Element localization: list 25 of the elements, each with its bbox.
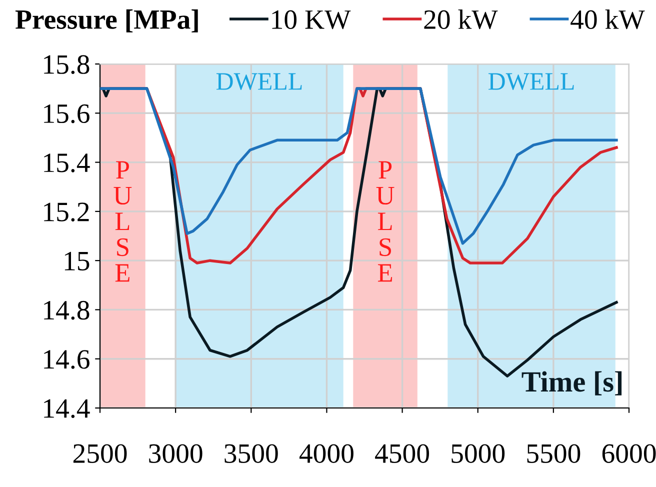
- x-tick-label: 2500: [73, 444, 127, 463]
- x-tick-label: 4000: [299, 444, 354, 463]
- legend-label: 10 KW: [272, 10, 351, 30]
- y-tick-label: 14.4: [44, 399, 90, 418]
- y-tick-label: 15.2: [44, 202, 89, 222]
- band-label: DWELL: [216, 73, 302, 90]
- y-axis-title: Pressure [MPa]: [15, 9, 198, 32]
- x-tick-label: 4500: [375, 444, 430, 463]
- x-axis-title: Time [s]: [522, 371, 622, 396]
- x-tick-label: 5500: [527, 444, 580, 463]
- y-tick-label: 15.8: [44, 55, 90, 74]
- y-tick-label: 15.6: [44, 104, 90, 124]
- x-tick-label: 3500: [224, 444, 278, 463]
- x-tick-label: 3000: [149, 444, 202, 463]
- x-tick-label: 5000: [452, 444, 505, 463]
- band-label: PULSE: [376, 161, 394, 282]
- y-tick-label: 15.4: [44, 154, 90, 172]
- x-tick-label: 6000: [602, 444, 656, 463]
- legend-label: 20 kW: [424, 9, 498, 30]
- legend-label: 40 kW: [570, 9, 645, 30]
- band-label: PULSE: [114, 161, 132, 282]
- y-tick-label: 14.6: [44, 350, 90, 369]
- y-tick-label: 15: [64, 252, 90, 270]
- y-tick-label: 14.8: [44, 300, 90, 320]
- band-label: DWELL: [488, 73, 574, 90]
